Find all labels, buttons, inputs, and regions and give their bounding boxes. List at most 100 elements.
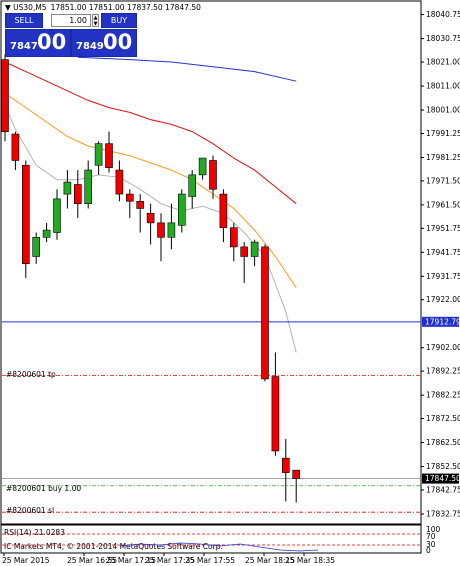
header-arrow-icon: ▼ — [5, 3, 13, 12]
up-arrow-icon: ▲ — [93, 15, 98, 21]
current-price-badge-bg — [422, 473, 459, 484]
candle — [240, 242, 248, 283]
time-label-6: 25 Mar 18:35 — [285, 556, 335, 565]
candle-body — [188, 174, 196, 197]
buy-price-prefix: 7849 — [76, 41, 104, 52]
price-label: 17971.50 — [426, 176, 460, 185]
rsi-scale-30: 30 — [426, 540, 436, 549]
candle — [157, 213, 165, 262]
candle-body — [178, 193, 186, 226]
candle — [74, 170, 82, 219]
candle-body — [198, 157, 207, 176]
price-label: 17862.50 — [426, 438, 460, 447]
time-label-0: 25 Mar 2015 — [2, 556, 50, 565]
rsi-scale-0: 0 — [426, 546, 431, 555]
candle-body — [240, 246, 248, 257]
candle-body — [74, 184, 82, 204]
price-label: 17922.00 — [426, 295, 460, 304]
candle — [281, 438, 290, 502]
candle-body — [219, 193, 228, 228]
candle — [250, 239, 259, 267]
hline-price-badge-text: 17912.79 — [425, 317, 460, 326]
current-price-badge: 17847.50 — [422, 473, 460, 484]
time-label-5: 25 Mar 18:15 — [245, 556, 295, 565]
price-label: 18001.00 — [426, 106, 460, 115]
horizontal-lines[interactable] — [2, 321, 421, 513]
candle-body — [11, 133, 20, 161]
candle — [271, 352, 280, 456]
price-label: 17961.50 — [426, 200, 460, 209]
candle — [32, 232, 41, 264]
hline-price-badge: 17912.79 — [422, 316, 460, 327]
price-label: 18040.75 — [426, 10, 460, 19]
chart-header: ▼ US30,M5 17851.00 17851.00 17837.50 1784… — [5, 3, 201, 12]
lot-spinner[interactable]: ▲ ▼ — [92, 14, 99, 27]
ma-red-line — [4, 61, 297, 205]
candle-body — [250, 241, 259, 257]
indicator-frame — [0, 524, 422, 554]
down-arrow-icon: ▼ — [93, 21, 98, 27]
candle — [105, 131, 113, 173]
tp-label: #8200601 tp — [6, 370, 56, 379]
price-axis: 18040.75 18030.75 18021.00 18011.00 18001.00… — [421, 10, 460, 518]
candle-body — [230, 227, 238, 248]
copyright-text: IC Markets MT4, © 2001-2014 MetaQuotes S… — [4, 542, 223, 551]
price-label: 17882.25 — [426, 391, 460, 400]
candle-body — [32, 236, 41, 257]
candle — [136, 194, 144, 233]
candle — [230, 222, 238, 262]
candle-body — [53, 198, 61, 233]
candle — [261, 244, 269, 382]
lot-size-input[interactable] — [51, 14, 91, 27]
price-label: 17931.75 — [426, 272, 460, 281]
time-label-2: 25 Mar 17:15 — [106, 556, 156, 565]
candle-body — [84, 169, 92, 204]
price-label: 18021.00 — [426, 58, 460, 67]
rsi-scale-70: 70 — [426, 532, 436, 541]
candle — [209, 155, 217, 199]
price-label: 17902.00 — [426, 343, 460, 352]
sl-label: #8200601 sl — [6, 506, 54, 515]
price-label: 18011.00 — [426, 82, 460, 91]
sell-button[interactable]: SELL — [5, 13, 43, 28]
candle — [167, 203, 176, 250]
time-label-4: 25 Mar 17:55 — [185, 556, 235, 565]
buy-order-label: #8200601 buy 1.00 — [6, 484, 81, 493]
time-label-3: 25 Mar 17:35 — [145, 556, 195, 565]
candle — [84, 160, 92, 209]
candle — [53, 189, 61, 240]
rsi-scale-100: 100 — [426, 525, 441, 534]
candle-body — [292, 469, 301, 479]
price-label: 17991.25 — [426, 129, 460, 138]
sell-price-button[interactable]: 7847 00 — [5, 29, 71, 57]
candle — [42, 222, 51, 243]
rsi-line — [119, 542, 319, 552]
buy-price-button[interactable]: 7849 00 — [71, 29, 137, 57]
price-label: 17832.75 — [426, 509, 460, 518]
candle — [188, 170, 196, 209]
candle-body — [167, 222, 176, 238]
price-label: 17981.25 — [426, 153, 460, 162]
candle-body — [136, 200, 144, 209]
time-label-1: 25 Mar 16:55 — [67, 556, 117, 565]
rsi-label: RSI(14) 21.0283 — [4, 528, 65, 537]
candle-body — [115, 169, 124, 195]
buy-button[interactable]: BUY — [101, 13, 137, 28]
buy-price-big: 00 — [103, 30, 133, 54]
candle — [146, 203, 155, 245]
candle — [11, 131, 20, 171]
price-label: 17872.50 — [426, 414, 460, 423]
sell-price-prefix: 7847 — [10, 41, 38, 52]
price-label: 17842.75 — [426, 485, 460, 494]
candle-body — [126, 193, 134, 202]
candle-body — [63, 181, 72, 195]
candle — [219, 189, 228, 243]
candle — [198, 157, 207, 180]
current-price-badge-text: 17847.50 — [425, 474, 460, 483]
candle-body — [281, 457, 290, 473]
ma-blue-line — [77, 56, 297, 82]
candle-body — [105, 143, 113, 168]
candle — [292, 469, 301, 503]
candle-body — [209, 160, 217, 190]
